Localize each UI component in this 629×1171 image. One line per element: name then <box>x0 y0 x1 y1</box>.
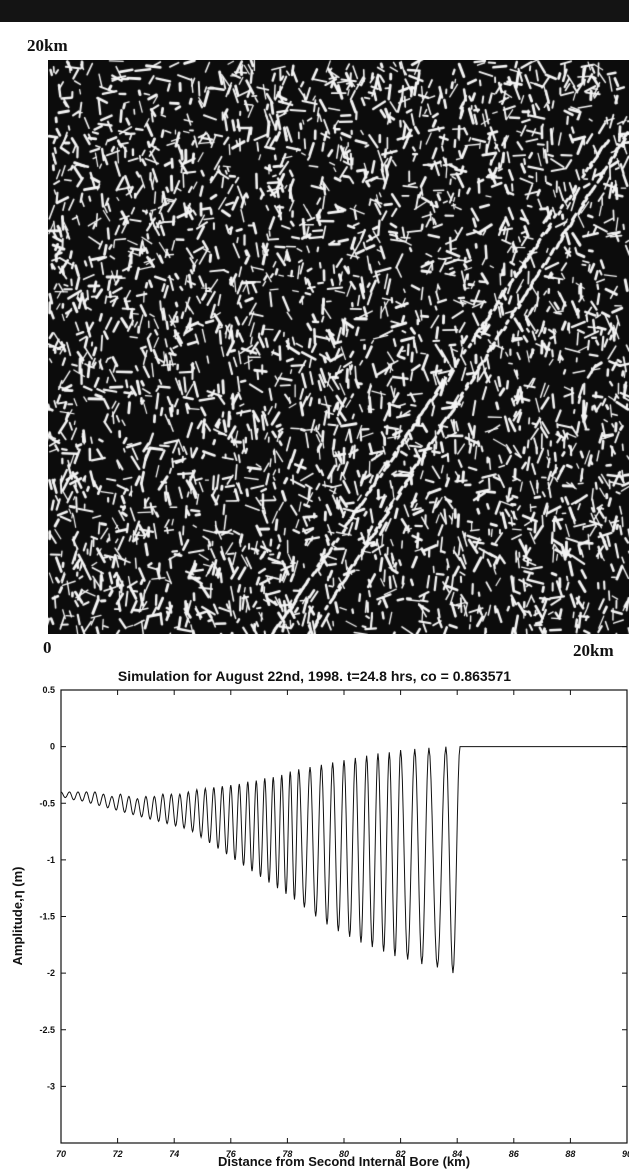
sar-origin-label: 0 <box>43 638 52 657</box>
sar-bottom-right-label: 20km <box>573 641 614 660</box>
x-tick-label: 76 <box>226 1149 237 1159</box>
x-tick-label: 80 <box>339 1149 349 1159</box>
axis-ticks <box>60 689 628 1143</box>
x-tick-label: 84 <box>452 1149 462 1159</box>
x-tick-label: 70 <box>56 1149 66 1159</box>
y-tick-label: 0.5 <box>42 685 55 695</box>
top-black-bar <box>0 0 629 22</box>
x-tick-labels: 70 72 74 76 78 80 82 84 86 88 90 <box>56 1149 629 1159</box>
chart-title: Simulation for August 22nd, 1998. t=24.8… <box>117 668 512 684</box>
y-tick-label: -2.5 <box>39 1025 55 1035</box>
y-tick-label: -1.5 <box>39 912 55 922</box>
sar-top-left-label: 20km <box>27 36 68 55</box>
x-tick-label: 78 <box>282 1149 292 1159</box>
sar-image <box>48 60 629 634</box>
y-tick-labels: 0.5 0 -0.5 -1 -1.5 -2 -2.5 -3 <box>39 685 55 1091</box>
sar-image-canvas <box>48 60 629 634</box>
y-tick-label: -3 <box>47 1081 55 1091</box>
y-tick-label: -0.5 <box>39 798 55 808</box>
y-tick-label: -2 <box>47 968 55 978</box>
y-tick-label: 0 <box>50 742 55 752</box>
plot-frame <box>60 689 628 1144</box>
x-tick-label: 72 <box>113 1149 123 1159</box>
x-tick-label: 88 <box>565 1149 575 1159</box>
y-tick-label: -1 <box>47 855 55 865</box>
y-axis-label: Amplitude,η (m) <box>10 867 25 966</box>
wave-series-line <box>60 746 628 974</box>
x-tick-label: 86 <box>509 1149 520 1159</box>
x-tick-label: 82 <box>396 1149 406 1159</box>
x-tick-label: 74 <box>169 1149 179 1159</box>
x-tick-label: 90 <box>622 1149 629 1159</box>
x-axis-label: Distance from Second Internal Bore (km) <box>218 1154 470 1169</box>
